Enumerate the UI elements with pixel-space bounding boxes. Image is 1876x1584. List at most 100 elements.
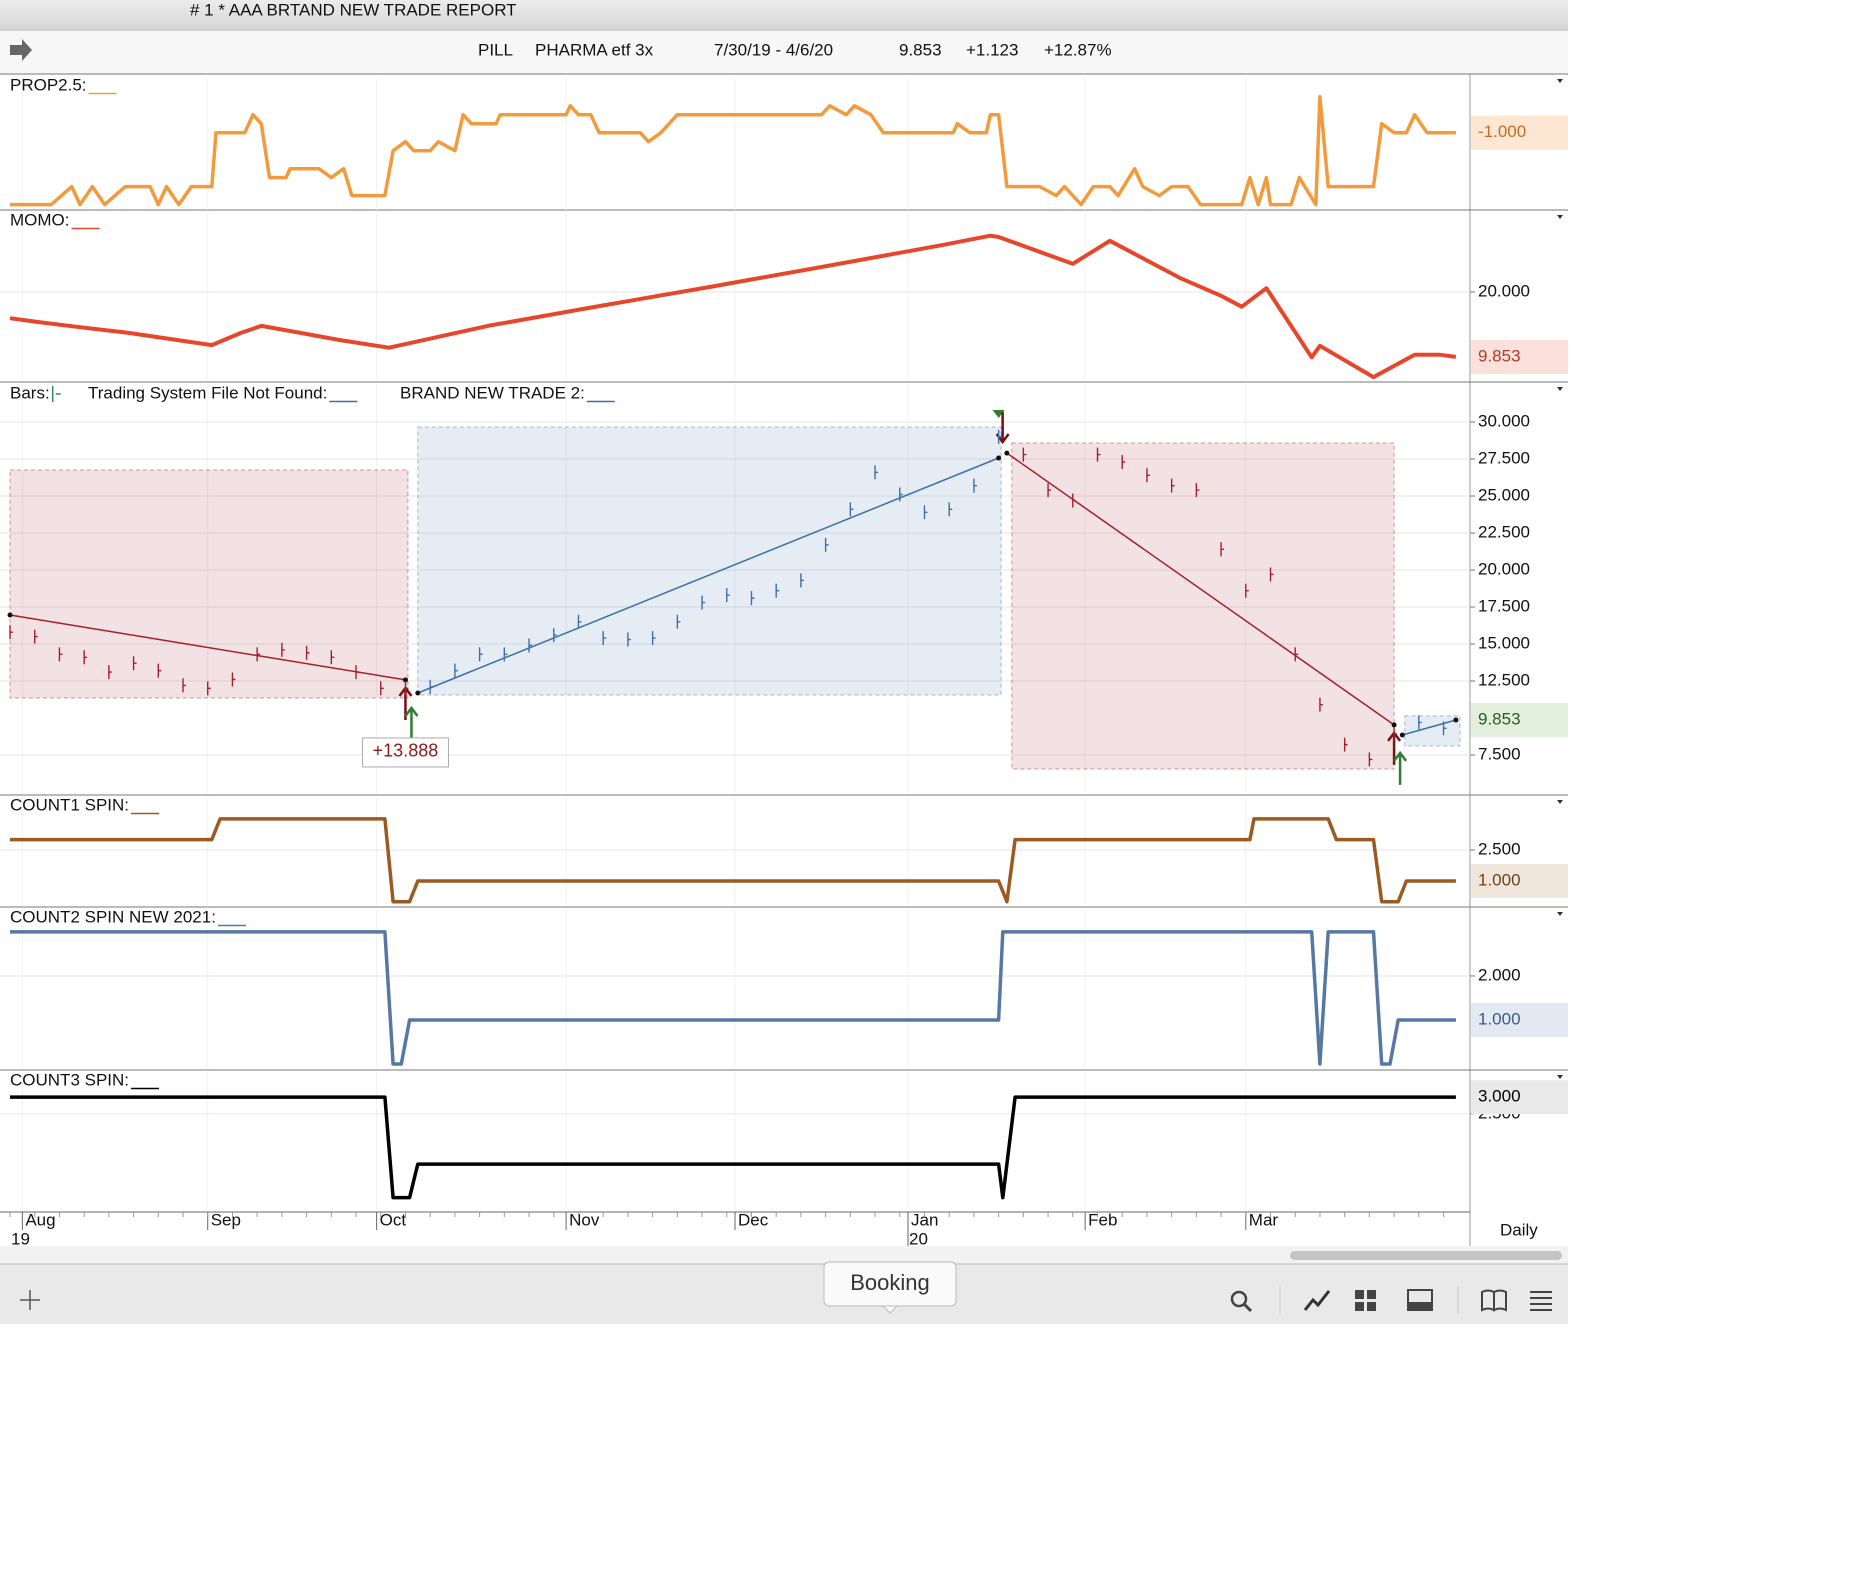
interval-label[interactable]: Daily — [1500, 1220, 1538, 1239]
y-tick-label: 2.500 — [1478, 839, 1521, 858]
panel-menu[interactable] — [1557, 1075, 1563, 1079]
grid-icon[interactable] — [1355, 1290, 1376, 1311]
x-tick-label: Aug — [25, 1210, 55, 1229]
menu-icon[interactable] — [1530, 1291, 1552, 1311]
price-change: +1.123 — [966, 40, 1018, 59]
price-bar — [1096, 447, 1101, 462]
trade-label-box — [361, 737, 449, 768]
price-bar — [1146, 468, 1150, 483]
x-tick-label: Dec — [738, 1210, 769, 1229]
panel-title: MOMO: — [10, 210, 70, 229]
trade-point — [1399, 732, 1405, 738]
last-price: 9.853 — [899, 40, 942, 59]
price-bar — [1319, 697, 1323, 712]
price-bar — [231, 672, 236, 687]
price-bar — [775, 583, 780, 598]
book-icon[interactable] — [1481, 1289, 1507, 1312]
price-bar — [1343, 737, 1348, 752]
value-tag-label: 1.000 — [1478, 870, 1521, 889]
chart-icon[interactable] — [1303, 1290, 1331, 1311]
legend-swatch — [51, 386, 61, 402]
tooltip-pointer — [881, 1305, 899, 1314]
price-bar — [355, 665, 360, 680]
value-tag-label: 3.000 — [1478, 1087, 1521, 1106]
price-bar — [899, 487, 903, 502]
percent-change: +12.87% — [1044, 40, 1112, 59]
x-tick-label: Jan — [911, 1210, 938, 1229]
value-tag — [1471, 1002, 1568, 1037]
panel-menu[interactable] — [1557, 79, 1563, 83]
x-tick-label: Mar — [1249, 1210, 1279, 1229]
trade-point — [402, 677, 408, 683]
entry-arrow — [1393, 750, 1408, 785]
data-line — [10, 95, 1456, 207]
price-bar — [207, 681, 211, 696]
year-label: 20 — [909, 1229, 928, 1248]
price-bar — [849, 502, 854, 517]
price-bar — [1170, 478, 1175, 493]
add-button[interactable] — [20, 1290, 40, 1310]
trade-line — [1402, 719, 1457, 736]
y-tick-label: 2.000 — [1478, 965, 1521, 984]
y-tick-label: 7.500 — [1478, 744, 1521, 763]
trade-point — [7, 612, 13, 618]
price-bar — [330, 650, 335, 665]
value-tag — [1471, 339, 1568, 374]
price-bar — [305, 645, 310, 660]
price-bar — [923, 505, 928, 520]
price-bar — [1269, 567, 1274, 582]
price-bar — [726, 588, 730, 603]
price-bar — [1195, 483, 1200, 498]
y-tick-label: 15.000 — [1478, 633, 1530, 652]
data-line — [10, 817, 1456, 904]
price-bar — [874, 465, 879, 480]
price-bar — [651, 631, 656, 646]
price-bar — [132, 656, 137, 671]
value-tag — [1471, 864, 1568, 898]
search-icon-handle — [1242, 1302, 1253, 1313]
price-bar — [1072, 493, 1076, 508]
price-bar — [58, 647, 63, 662]
price-bar — [973, 478, 977, 493]
value-tag-label: -1.000 — [1478, 122, 1526, 141]
trade-box — [1404, 715, 1461, 747]
y-tick-label: 22.500 — [1478, 522, 1530, 541]
value-tag-label: 9.853 — [1478, 346, 1521, 365]
price-bar — [1220, 542, 1225, 557]
price-bar — [1418, 715, 1422, 730]
panel-menu[interactable] — [1557, 387, 1563, 391]
value-tag — [1471, 1080, 1568, 1115]
price-bar — [676, 614, 681, 629]
price-bar — [948, 502, 953, 517]
toolbar — [0, 1264, 1568, 1324]
panel-title: BRAND NEW TRADE 2: — [400, 383, 585, 402]
price-bar — [800, 573, 804, 588]
price-bar — [404, 681, 409, 696]
price-bar — [478, 647, 483, 662]
y-tick-label: 20.000 — [1478, 281, 1530, 300]
price-bar — [1393, 727, 1398, 742]
trade-box — [9, 469, 409, 699]
price-bar — [83, 650, 88, 665]
panel-menu[interactable] — [1557, 800, 1563, 804]
trade-line — [417, 457, 999, 694]
entry-arrow — [404, 705, 419, 740]
x-tick-label: Nov — [569, 1210, 600, 1229]
panel-icon-fill — [1408, 1302, 1432, 1310]
arrow-button[interactable] — [10, 39, 32, 61]
trade-line — [9, 614, 406, 681]
search-icon[interactable] — [1230, 1290, 1248, 1308]
scrollbar[interactable] — [1290, 1251, 1562, 1260]
price-bar — [429, 679, 434, 694]
value-tag — [1471, 703, 1568, 738]
price-bar — [1245, 583, 1249, 598]
symbol: PILL — [478, 40, 513, 59]
panel-title: COUNT3 SPIN: — [10, 1070, 129, 1089]
price-bar — [553, 628, 557, 643]
price-bar — [701, 595, 706, 610]
panel-title: PROP2.5: — [10, 75, 87, 94]
price-bar — [1047, 483, 1052, 498]
panel-menu[interactable] — [1557, 912, 1563, 916]
symbol-name: PHARMA etf 3x — [535, 40, 654, 59]
panel-menu[interactable] — [1557, 215, 1563, 219]
